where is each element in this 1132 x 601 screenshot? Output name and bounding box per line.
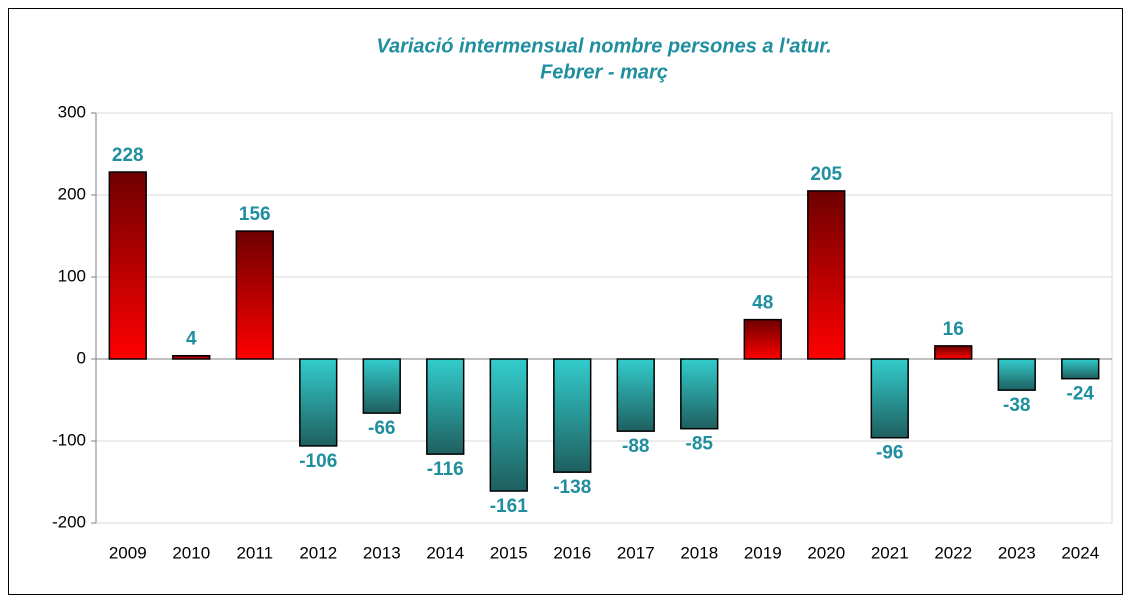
data-label: -85 xyxy=(686,434,714,455)
x-tick-label: 2022 xyxy=(934,543,972,562)
x-tick-label: 2012 xyxy=(299,543,337,562)
bar xyxy=(172,354,211,360)
x-tick-label: 2011 xyxy=(236,543,273,562)
bar xyxy=(997,358,1036,391)
bar xyxy=(426,358,465,455)
x-tick-label: 2009 xyxy=(109,543,147,562)
bar xyxy=(616,358,655,432)
y-tick-label: -100 xyxy=(52,430,86,449)
data-label: 205 xyxy=(810,164,842,185)
x-tick-label: 2019 xyxy=(744,543,782,562)
y-tick-label: 100 xyxy=(58,266,86,285)
data-label: -138 xyxy=(553,477,591,498)
data-label: -24 xyxy=(1067,384,1095,405)
data-label: -161 xyxy=(490,496,528,517)
bar xyxy=(299,358,338,447)
data-label: 156 xyxy=(239,204,271,225)
data-label: -106 xyxy=(299,451,337,472)
chart-frame xyxy=(8,8,1123,595)
chart-subtitle: Febrer - març xyxy=(540,61,668,83)
x-tick-label: 2010 xyxy=(172,543,210,562)
bar xyxy=(235,230,274,360)
x-tick-label: 2013 xyxy=(363,543,401,562)
data-label: -96 xyxy=(876,443,903,464)
data-label: -38 xyxy=(1003,395,1030,416)
y-tick-label: 0 xyxy=(77,348,86,367)
bar xyxy=(870,358,909,439)
data-label: 48 xyxy=(752,293,773,314)
x-tick-label: 2017 xyxy=(617,543,655,562)
bar xyxy=(362,358,401,414)
x-tick-label: 2023 xyxy=(998,543,1036,562)
data-label: 4 xyxy=(186,329,197,350)
data-label: -88 xyxy=(622,436,649,457)
x-tick-label: 2024 xyxy=(1061,543,1099,562)
x-tick-label: 2018 xyxy=(680,543,718,562)
x-tick-label: 2014 xyxy=(426,543,464,562)
bar xyxy=(934,345,973,360)
x-tick-label: 2021 xyxy=(871,543,909,562)
bar xyxy=(680,358,719,430)
x-tick-label: 2016 xyxy=(553,543,591,562)
y-tick-label: 300 xyxy=(58,102,86,121)
bar xyxy=(807,190,846,360)
bar xyxy=(489,358,528,492)
data-label: -116 xyxy=(427,459,464,480)
x-tick-label: 2015 xyxy=(490,543,528,562)
bar xyxy=(743,318,782,360)
x-tick-label: 2020 xyxy=(807,543,845,562)
data-label: 228 xyxy=(112,145,144,166)
y-tick-label: 200 xyxy=(58,184,86,203)
bar xyxy=(1061,358,1100,380)
chart-title: Variació intermensual nombre persones a … xyxy=(376,35,831,57)
y-tick-label: -200 xyxy=(52,512,86,531)
data-label: -66 xyxy=(368,418,395,439)
bar xyxy=(108,171,147,360)
bar xyxy=(553,358,592,473)
data-label: 16 xyxy=(943,319,964,340)
